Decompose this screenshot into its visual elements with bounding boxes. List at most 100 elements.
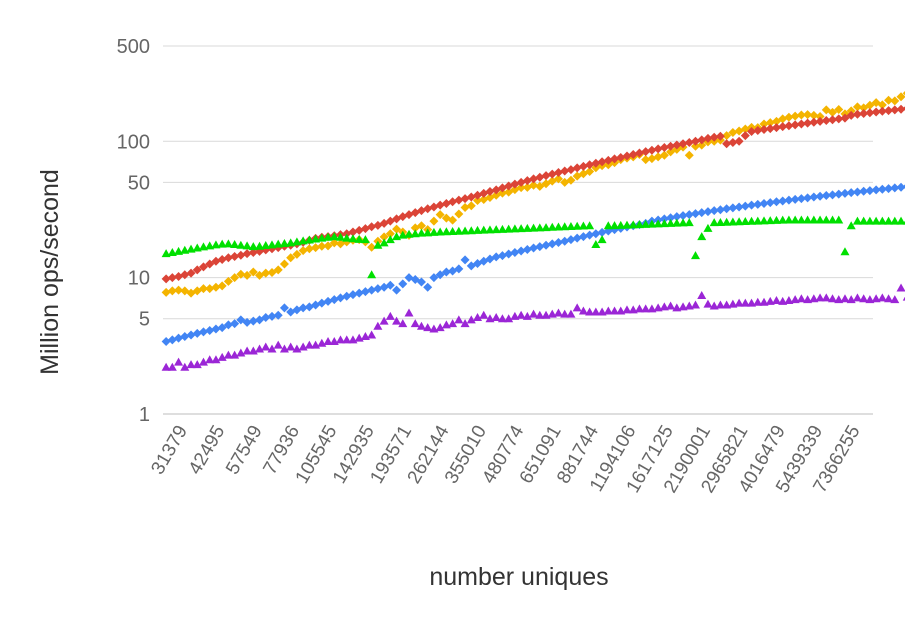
data-point <box>180 270 190 280</box>
data-point <box>491 313 501 322</box>
data-point <box>747 216 757 225</box>
data-point <box>790 194 800 204</box>
data-point <box>267 344 277 353</box>
data-point <box>865 186 875 196</box>
data-point <box>198 262 208 272</box>
data-point <box>778 196 788 206</box>
data-point <box>784 121 794 131</box>
data-point <box>441 320 451 329</box>
data-point <box>423 228 433 237</box>
data-point <box>778 122 788 132</box>
data-point <box>497 251 507 261</box>
data-point <box>852 187 862 197</box>
data-point <box>248 346 258 355</box>
y-tick-label: 50 <box>128 172 150 194</box>
data-point <box>877 216 887 225</box>
data-point <box>790 120 800 130</box>
data-point <box>846 110 856 120</box>
data-point <box>279 303 289 313</box>
data-point <box>379 238 389 247</box>
data-point <box>578 232 588 242</box>
data-point <box>230 240 240 249</box>
data-point <box>859 108 869 118</box>
data-point <box>560 309 570 318</box>
data-point <box>715 217 725 226</box>
data-point <box>329 295 339 305</box>
data-point <box>691 300 700 309</box>
data-point <box>734 298 744 307</box>
data-point <box>354 234 364 243</box>
data-point <box>516 183 526 193</box>
data-point <box>622 305 632 314</box>
data-point <box>641 147 651 157</box>
data-point <box>205 325 215 335</box>
data-point <box>298 236 308 245</box>
data-point <box>373 284 383 294</box>
data-point <box>902 91 905 96</box>
data-point <box>529 174 539 184</box>
data-point <box>753 126 763 136</box>
data-point <box>896 92 905 102</box>
data-point <box>223 276 233 286</box>
data-point <box>771 197 781 207</box>
data-point <box>416 221 426 231</box>
data-point <box>666 301 676 310</box>
data-point <box>473 225 483 234</box>
data-point <box>659 150 669 160</box>
data-point <box>846 188 856 198</box>
data-point <box>423 282 433 292</box>
data-point <box>342 291 352 301</box>
data-point <box>616 306 626 315</box>
data-point <box>279 259 289 269</box>
data-point <box>267 311 277 321</box>
data-point <box>771 123 781 133</box>
data-point <box>560 166 570 176</box>
data-point <box>778 296 788 305</box>
data-point <box>672 303 682 312</box>
data-point <box>323 337 333 346</box>
data-point <box>647 145 657 155</box>
data-point <box>796 215 806 224</box>
data-point <box>884 184 894 194</box>
data-point <box>803 215 813 224</box>
data-point <box>541 171 551 181</box>
data-point <box>902 220 905 225</box>
data-point <box>454 315 464 324</box>
data-point <box>709 218 719 227</box>
data-point <box>572 221 582 230</box>
data-point <box>242 346 252 355</box>
data-point <box>522 176 532 186</box>
data-point <box>709 301 719 310</box>
data-point <box>223 350 233 359</box>
data-point <box>828 107 838 117</box>
data-point <box>672 140 682 150</box>
data-point <box>553 174 563 184</box>
data-point <box>261 313 271 323</box>
data-point <box>666 218 676 227</box>
data-point <box>348 290 358 300</box>
data-point <box>404 229 414 238</box>
data-point <box>547 169 557 179</box>
data-point <box>728 217 738 226</box>
data-point <box>192 265 202 275</box>
y-tick-label: 10 <box>128 268 150 290</box>
data-point <box>890 216 900 225</box>
data-point <box>385 235 395 244</box>
data-point <box>460 255 470 265</box>
data-point <box>242 249 252 259</box>
data-point <box>809 215 819 224</box>
data-point <box>273 265 283 275</box>
data-point <box>784 295 794 304</box>
data-point <box>653 303 663 312</box>
data-point <box>740 131 750 141</box>
data-point <box>828 190 838 200</box>
data-point <box>167 362 177 371</box>
data-point <box>379 232 389 242</box>
data-point <box>560 236 570 246</box>
data-point <box>722 217 732 226</box>
data-point <box>740 217 750 226</box>
data-point <box>535 223 545 232</box>
data-point <box>610 221 620 230</box>
data-point <box>759 125 769 135</box>
data-point <box>796 110 806 120</box>
